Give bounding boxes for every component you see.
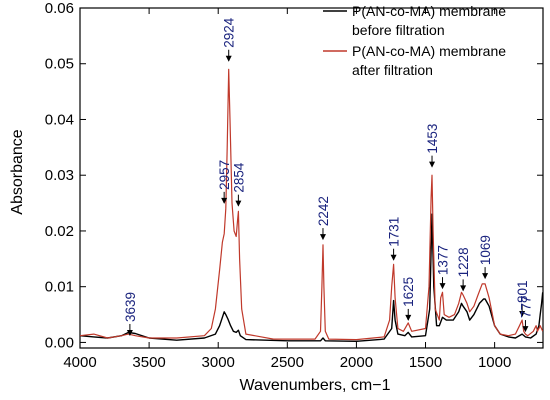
- peak-label-text: 1453: [425, 124, 440, 154]
- peak-label-801: 801: [515, 280, 530, 318]
- peak-label-text: 777: [518, 296, 533, 319]
- series-layer: [80, 68, 543, 342]
- y-tick-label: 0.01: [45, 279, 74, 296]
- peak-arrowhead: [221, 197, 228, 204]
- peak-arrowhead: [405, 314, 412, 321]
- peak-arrowhead: [460, 285, 467, 292]
- y-tick-label: 0.00: [45, 334, 74, 351]
- series-after-filtration: [80, 68, 543, 341]
- x-tick-label: 1000: [478, 354, 511, 371]
- peak-label-text: 1625: [401, 277, 416, 307]
- peak-arrowhead: [482, 273, 489, 280]
- peak-label-text: 3639: [123, 292, 138, 322]
- peak-arrowhead: [429, 161, 436, 168]
- x-axis-title: Wavenumbers, cm−1: [239, 377, 390, 394]
- peak-arrowhead: [522, 326, 529, 333]
- y-tick-label: 0.04: [45, 111, 74, 128]
- legend-label: before filtration: [352, 22, 445, 38]
- y-tick-label: 0.05: [45, 56, 74, 73]
- peak-label-3639: 3639: [123, 292, 138, 336]
- peak-arrowhead: [519, 311, 526, 318]
- peak-label-1069: 1069: [478, 235, 493, 280]
- peak-label-2854: 2854: [231, 162, 246, 207]
- peak-label-2957: 2957: [217, 160, 232, 204]
- x-tick-label: 1500: [409, 354, 442, 371]
- peak-label-2924: 2924: [222, 17, 237, 62]
- peak-label-1377: 1377: [436, 245, 451, 290]
- peak-label-text: 2854: [231, 162, 246, 193]
- y-tick-label: 0.02: [45, 223, 74, 240]
- peak-label-2242: 2242: [316, 196, 331, 241]
- series-before-filtration: [80, 213, 543, 342]
- peak-label-text: 2242: [316, 196, 331, 226]
- peak-arrowhead: [319, 234, 326, 241]
- axes: 4000 3500 3000 2500 2000 1500 1000 0.00 0.01 0.02…: [45, 0, 544, 371]
- peak-label-1625: 1625: [401, 277, 416, 321]
- x-tick-label: 4000: [63, 354, 96, 371]
- legend-label: P(AN-co-MA) membrane: [352, 43, 506, 59]
- legend-label: after filtration: [352, 62, 433, 78]
- peak-arrowhead: [235, 200, 242, 207]
- y-axis-title: Absorbance: [9, 129, 26, 214]
- legend: P(AN-co-MA) membrane before filtration P(A…: [323, 3, 506, 78]
- plot-frame: [79, 7, 544, 349]
- peak-label-text: 1731: [387, 217, 402, 247]
- peak-label-text: 1228: [456, 247, 471, 277]
- peak-label-text: 2924: [222, 17, 237, 48]
- y-tick-label: 0.06: [45, 0, 74, 17]
- peak-arrowhead: [390, 254, 397, 261]
- x-tick-label: 3500: [132, 354, 165, 371]
- peak-arrowhead: [439, 283, 446, 290]
- peak-arrowhead: [126, 329, 133, 336]
- peak-arrowhead: [225, 55, 232, 62]
- legend-label: P(AN-co-MA) membrane: [352, 3, 506, 19]
- x-tick-label: 3000: [202, 354, 235, 371]
- y-tick-label: 0.03: [45, 167, 74, 184]
- peak-label-777: 777: [518, 296, 533, 333]
- peak-label-text: 2957: [217, 160, 232, 190]
- peak-label-text: 1377: [436, 245, 451, 275]
- peak-annotations: 3639 2957 2924 2854 2242 1731 1625 1453 1377 1228…: [123, 17, 533, 336]
- peak-label-1453: 1453: [425, 124, 440, 168]
- x-tick-label: 2000: [340, 354, 373, 371]
- x-tick-label: 2500: [271, 354, 304, 371]
- peak-label-text: 1069: [478, 235, 493, 265]
- peak-label-text: 801: [515, 280, 530, 303]
- peak-label-1731: 1731: [387, 217, 402, 261]
- peak-label-1228: 1228: [456, 247, 471, 292]
